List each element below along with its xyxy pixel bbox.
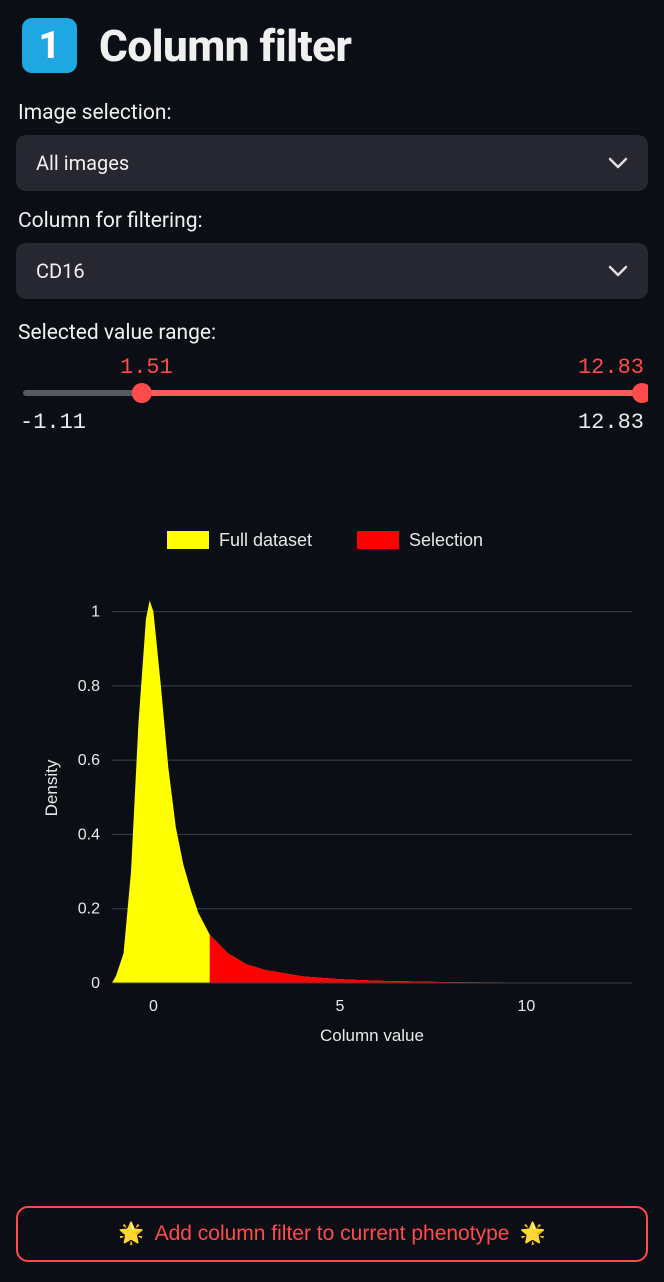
range-selected-labels: 1.51 12.83: [16, 355, 648, 380]
step-badge: 1: [22, 18, 77, 73]
range-sel-max: 12.83: [578, 355, 644, 380]
header: 1 Column filter: [14, 18, 650, 73]
svg-text:5: 5: [335, 998, 344, 1015]
svg-text:0.2: 0.2: [78, 901, 100, 918]
svg-text:Full dataset: Full dataset: [219, 530, 312, 550]
svg-text:0.6: 0.6: [78, 752, 100, 769]
range-label: Selected value range:: [16, 321, 648, 345]
step-number: 1: [39, 24, 61, 68]
column-filter-select[interactable]: CD16: [16, 243, 648, 299]
range-sel-min: 1.51: [120, 355, 173, 380]
svg-text:0: 0: [91, 975, 100, 992]
image-selection-value: All images: [36, 151, 129, 175]
range-group: Selected value range: 1.51 12.83 -1.11 1…: [14, 321, 650, 435]
range-slider[interactable]: [16, 378, 648, 408]
range-slider-track[interactable]: [16, 378, 648, 408]
image-selection-select[interactable]: All images: [16, 135, 648, 191]
column-filter-group: Column for filtering: CD16: [14, 209, 650, 299]
page-title: Column filter: [99, 20, 351, 72]
chevron-down-icon: [608, 264, 628, 278]
range-min: -1.11: [20, 410, 86, 435]
svg-text:0.4: 0.4: [78, 826, 100, 843]
sparkle-icon: 🌟: [118, 1222, 144, 1246]
svg-text:0: 0: [149, 998, 158, 1015]
svg-text:Density: Density: [42, 759, 61, 816]
density-chart-svg: 00.20.40.60.810510Column valueDensityFul…: [22, 503, 642, 1063]
svg-text:0.8: 0.8: [78, 678, 100, 695]
svg-text:Selection: Selection: [409, 530, 483, 550]
column-filter-value: CD16: [36, 259, 85, 283]
range-max: 12.83: [578, 410, 644, 435]
chevron-down-icon: [608, 156, 628, 170]
add-filter-button[interactable]: 🌟 Add column filter to current phenotype…: [16, 1206, 648, 1262]
svg-text:1: 1: [91, 604, 100, 621]
density-chart: 00.20.40.60.810510Column valueDensityFul…: [14, 503, 650, 1063]
add-filter-label: Add column filter to current phenotype: [155, 1222, 510, 1246]
column-filter-label: Column for filtering:: [16, 209, 648, 233]
image-selection-label: Image selection:: [16, 101, 648, 125]
svg-text:10: 10: [518, 998, 536, 1015]
svg-text:Column value: Column value: [320, 1026, 424, 1045]
range-bounds-labels: -1.11 12.83: [16, 410, 648, 435]
sparkle-icon: 🌟: [519, 1222, 545, 1246]
image-selection-group: Image selection: All images: [14, 101, 650, 191]
